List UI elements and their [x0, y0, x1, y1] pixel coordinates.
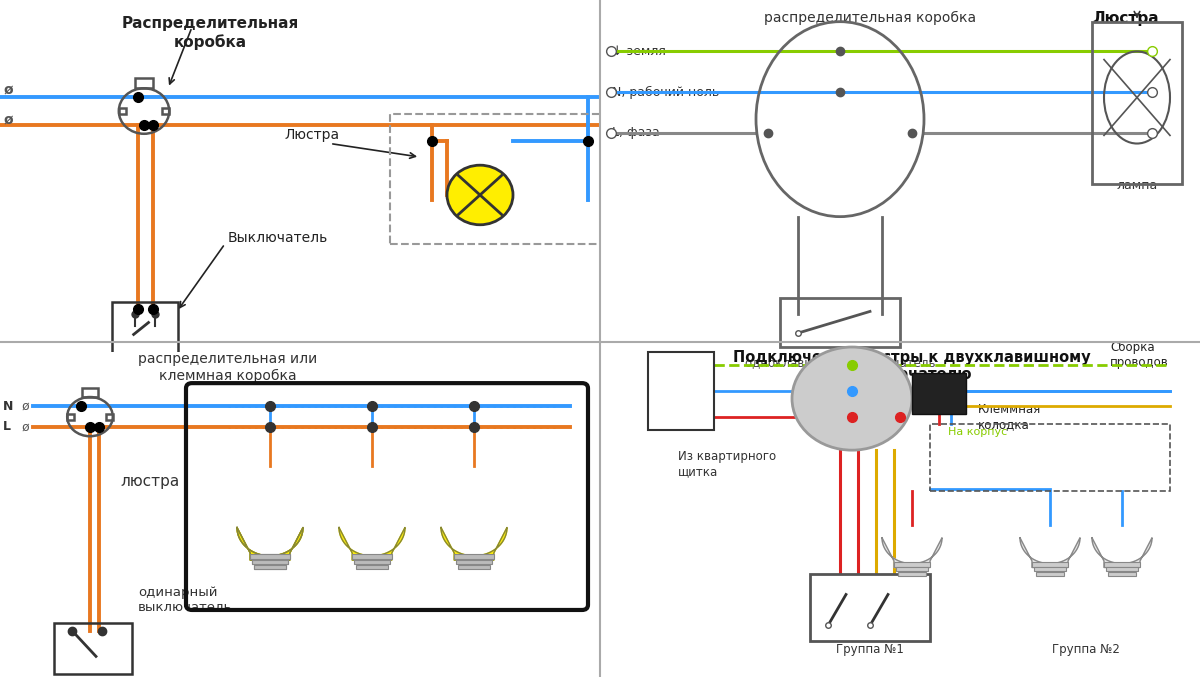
Text: ø: ø [2, 83, 13, 96]
Text: ø: ø [2, 112, 13, 126]
Polygon shape [238, 527, 302, 560]
Text: люстра: люстра [120, 474, 179, 489]
Text: N: N [653, 385, 664, 397]
Bar [353, 554, 391, 559]
Bar [898, 571, 926, 576]
Text: L: L [2, 420, 11, 433]
Polygon shape [442, 527, 508, 560]
Circle shape [446, 165, 514, 225]
Text: ø: ø [22, 400, 29, 413]
Text: Люстра: Люстра [284, 129, 340, 142]
Bar [252, 559, 288, 565]
Polygon shape [882, 538, 942, 567]
Bar [254, 565, 286, 569]
Polygon shape [1020, 538, 1080, 567]
Bar [390, 114, 612, 244]
Bar [1104, 563, 1140, 567]
Text: Группа №1: Группа №1 [836, 643, 904, 657]
Bar [1092, 22, 1182, 184]
Bar [455, 554, 494, 559]
Text: лампа: лампа [1116, 179, 1158, 192]
Bar [912, 373, 966, 414]
Text: Группа №2: Группа №2 [1052, 643, 1120, 657]
Bar [106, 414, 113, 420]
Bar [354, 559, 390, 565]
Bar [136, 78, 152, 88]
Text: одноклавишный выключатель: одноклавишный выключатель [745, 357, 935, 370]
Bar [67, 414, 74, 420]
Bar [162, 108, 169, 114]
Bar [356, 565, 388, 569]
Bar [1036, 571, 1064, 576]
Bar [1032, 563, 1068, 567]
Text: Из квартирного
щитка: Из квартирного щитка [678, 450, 776, 478]
Text: одинарный
выключатель: одинарный выключатель [138, 586, 233, 613]
Text: Люстра: Люстра [1092, 11, 1159, 26]
Bar [930, 424, 1170, 492]
Bar [250, 554, 290, 559]
Bar [894, 563, 930, 567]
Text: Распределительная
коробка: Распределительная коробка [121, 16, 299, 49]
Bar [1034, 567, 1067, 571]
Text: PE: PE [653, 359, 671, 372]
Text: распределительная или
клеммная коробка: распределительная или клеммная коробка [138, 352, 318, 383]
Bar [1108, 571, 1136, 576]
Polygon shape [340, 527, 406, 560]
Polygon shape [1092, 538, 1152, 567]
Text: распределительная коробка: распределительная коробка [764, 11, 976, 25]
Bar [82, 388, 98, 397]
Text: ø: ø [22, 420, 29, 433]
Bar [113, 302, 178, 362]
Bar [119, 108, 126, 114]
Text: N: N [2, 400, 13, 413]
Bar [648, 352, 714, 429]
Text: L: L [653, 410, 661, 423]
Text: L, фаза: L, фаза [612, 126, 660, 139]
Text: Сборка
проводов: Сборка проводов [1110, 341, 1169, 369]
Text: ↓ земля: ↓ земля [612, 45, 666, 58]
Bar [254, 565, 286, 569]
Bar [54, 623, 132, 674]
Bar [810, 574, 930, 641]
Bar [1106, 567, 1138, 571]
Text: N, рабочий ноль: N, рабочий ноль [612, 85, 719, 99]
Polygon shape [238, 527, 302, 560]
Bar [250, 554, 290, 559]
Bar [456, 559, 492, 565]
Text: Подключение люстры к двухклавишному
выключателю: Подключение люстры к двухклавишному выкл… [733, 349, 1091, 382]
Bar [780, 298, 900, 347]
Bar [895, 567, 929, 571]
Text: Выключатель: Выключатель [228, 232, 329, 245]
Circle shape [792, 347, 912, 450]
Text: На корпус: На корпус [948, 427, 1007, 437]
Text: Клеммная
колодка: Клеммная колодка [978, 403, 1042, 431]
Bar [458, 565, 490, 569]
Bar [252, 559, 288, 565]
